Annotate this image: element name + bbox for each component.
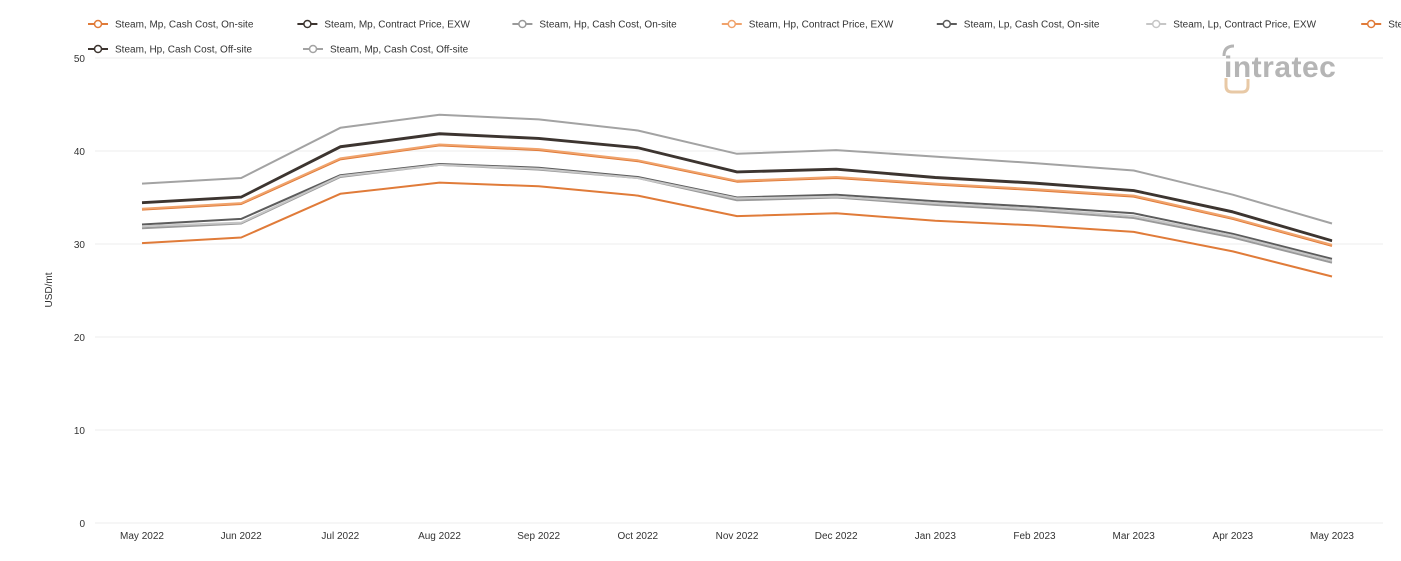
legend-item[interactable]: Steam, Hp, Cash Cost, Off-site [88,45,253,56]
legend-swatch-marker [308,44,318,54]
legend-swatch-marker [93,44,103,54]
legend-swatch-marker [518,19,527,29]
x-tick-label: Sep 2022 [517,531,560,542]
y-tick-label: 20 [74,333,86,344]
legend-label: Steam, Lp, Cash Cost, On-site [964,20,1100,31]
x-tick-label: Apr 2023 [1213,531,1254,542]
x-tick-label: Jul 2022 [321,531,359,542]
x-tick-label: Aug 2022 [418,531,461,542]
legend-swatch-marker [942,19,952,29]
logo-text: intratec [1224,51,1336,84]
y-tick-label: 10 [74,426,86,437]
logo-hook-icon [1222,44,1235,57]
legend-label: Steam, Hp, Cash Cost, On-site [539,20,677,31]
x-tick-label: Nov 2022 [716,531,759,542]
legend-item[interactable]: Steam, Mp, Cash Cost, Off-site [303,45,469,56]
series-line[interactable] [141,133,1333,243]
x-tick-label: May 2023 [1310,531,1354,542]
legend-item[interactable]: Steam, Lp, Cash Cost, On-site [936,19,1100,31]
intratec-logo: intratec [1222,44,1336,94]
x-tick-label: Mar 2023 [1113,531,1156,542]
legend-label: Steam, Mp, Cash Cost, On-site [115,20,254,31]
legend-swatch-marker [1366,19,1376,29]
y-tick-label: 0 [79,519,85,530]
x-tick-label: Feb 2023 [1013,531,1056,542]
series-line[interactable] [141,163,1333,260]
legend-item[interactable]: Steam, Mp, Contract Price, EXW [297,19,471,31]
legend-label: Steam, Lp, Contract Price, EXW [1173,20,1316,31]
legend-item[interactable]: Steam, Mp, Cash Cost, On-site [88,20,254,31]
y-axis: 0 10 20 30 40 50 [74,54,86,530]
legend-swatch-marker [727,19,737,29]
legend-item[interactable]: Steam, Hp, Contract Price, EXW [721,19,894,31]
x-tick-label: Jun 2022 [221,531,263,542]
legend: Steam, Mp, Cash Cost, On-site Steam, Mp, … [88,20,1401,56]
legend-swatch-marker [1151,19,1161,29]
series-lines [141,113,1333,278]
y-tick-label: 30 [74,240,86,251]
legend-label: Steam, Lp, Cash Cost, Off-site [1388,20,1401,31]
x-tick-label: Jan 2023 [915,531,957,542]
series-line[interactable] [141,163,1333,264]
x-tick-label: Dec 2022 [815,531,858,542]
legend-label: Steam, Hp, Cash Cost, Off-site [115,45,253,56]
legend-label: Steam, Hp, Contract Price, EXW [749,20,894,31]
legend-swatch-marker [93,19,103,29]
series-line[interactable] [141,181,1333,278]
series-line[interactable] [141,113,1333,225]
y-tick-label: 40 [74,147,86,158]
legend-item[interactable]: Steam, Lp, Contract Price, EXW [1146,19,1317,31]
x-tick-label: May 2022 [120,531,164,542]
x-axis: May 2022 Jun 2022 Jul 2022 Aug 2022 Sep 2022… [120,531,1354,542]
legend-item[interactable]: Steam, Hp, Cash Cost, On-site [512,20,677,31]
gridlines [95,57,1383,524]
legend-swatch-marker [303,19,312,29]
y-axis-title: USD/mt [44,272,55,307]
series-line[interactable] [141,143,1333,246]
series-line[interactable] [141,163,1333,262]
logo-arc-icon [1224,78,1250,94]
y-tick-label: 50 [74,54,86,65]
legend-item[interactable]: Steam, Lp, Cash Cost, Off-site [1361,20,1401,31]
x-tick-label: Oct 2022 [618,531,659,542]
legend-label: Steam, Mp, Cash Cost, Off-site [330,45,469,56]
legend-label: Steam, Mp, Contract Price, EXW [324,20,470,31]
